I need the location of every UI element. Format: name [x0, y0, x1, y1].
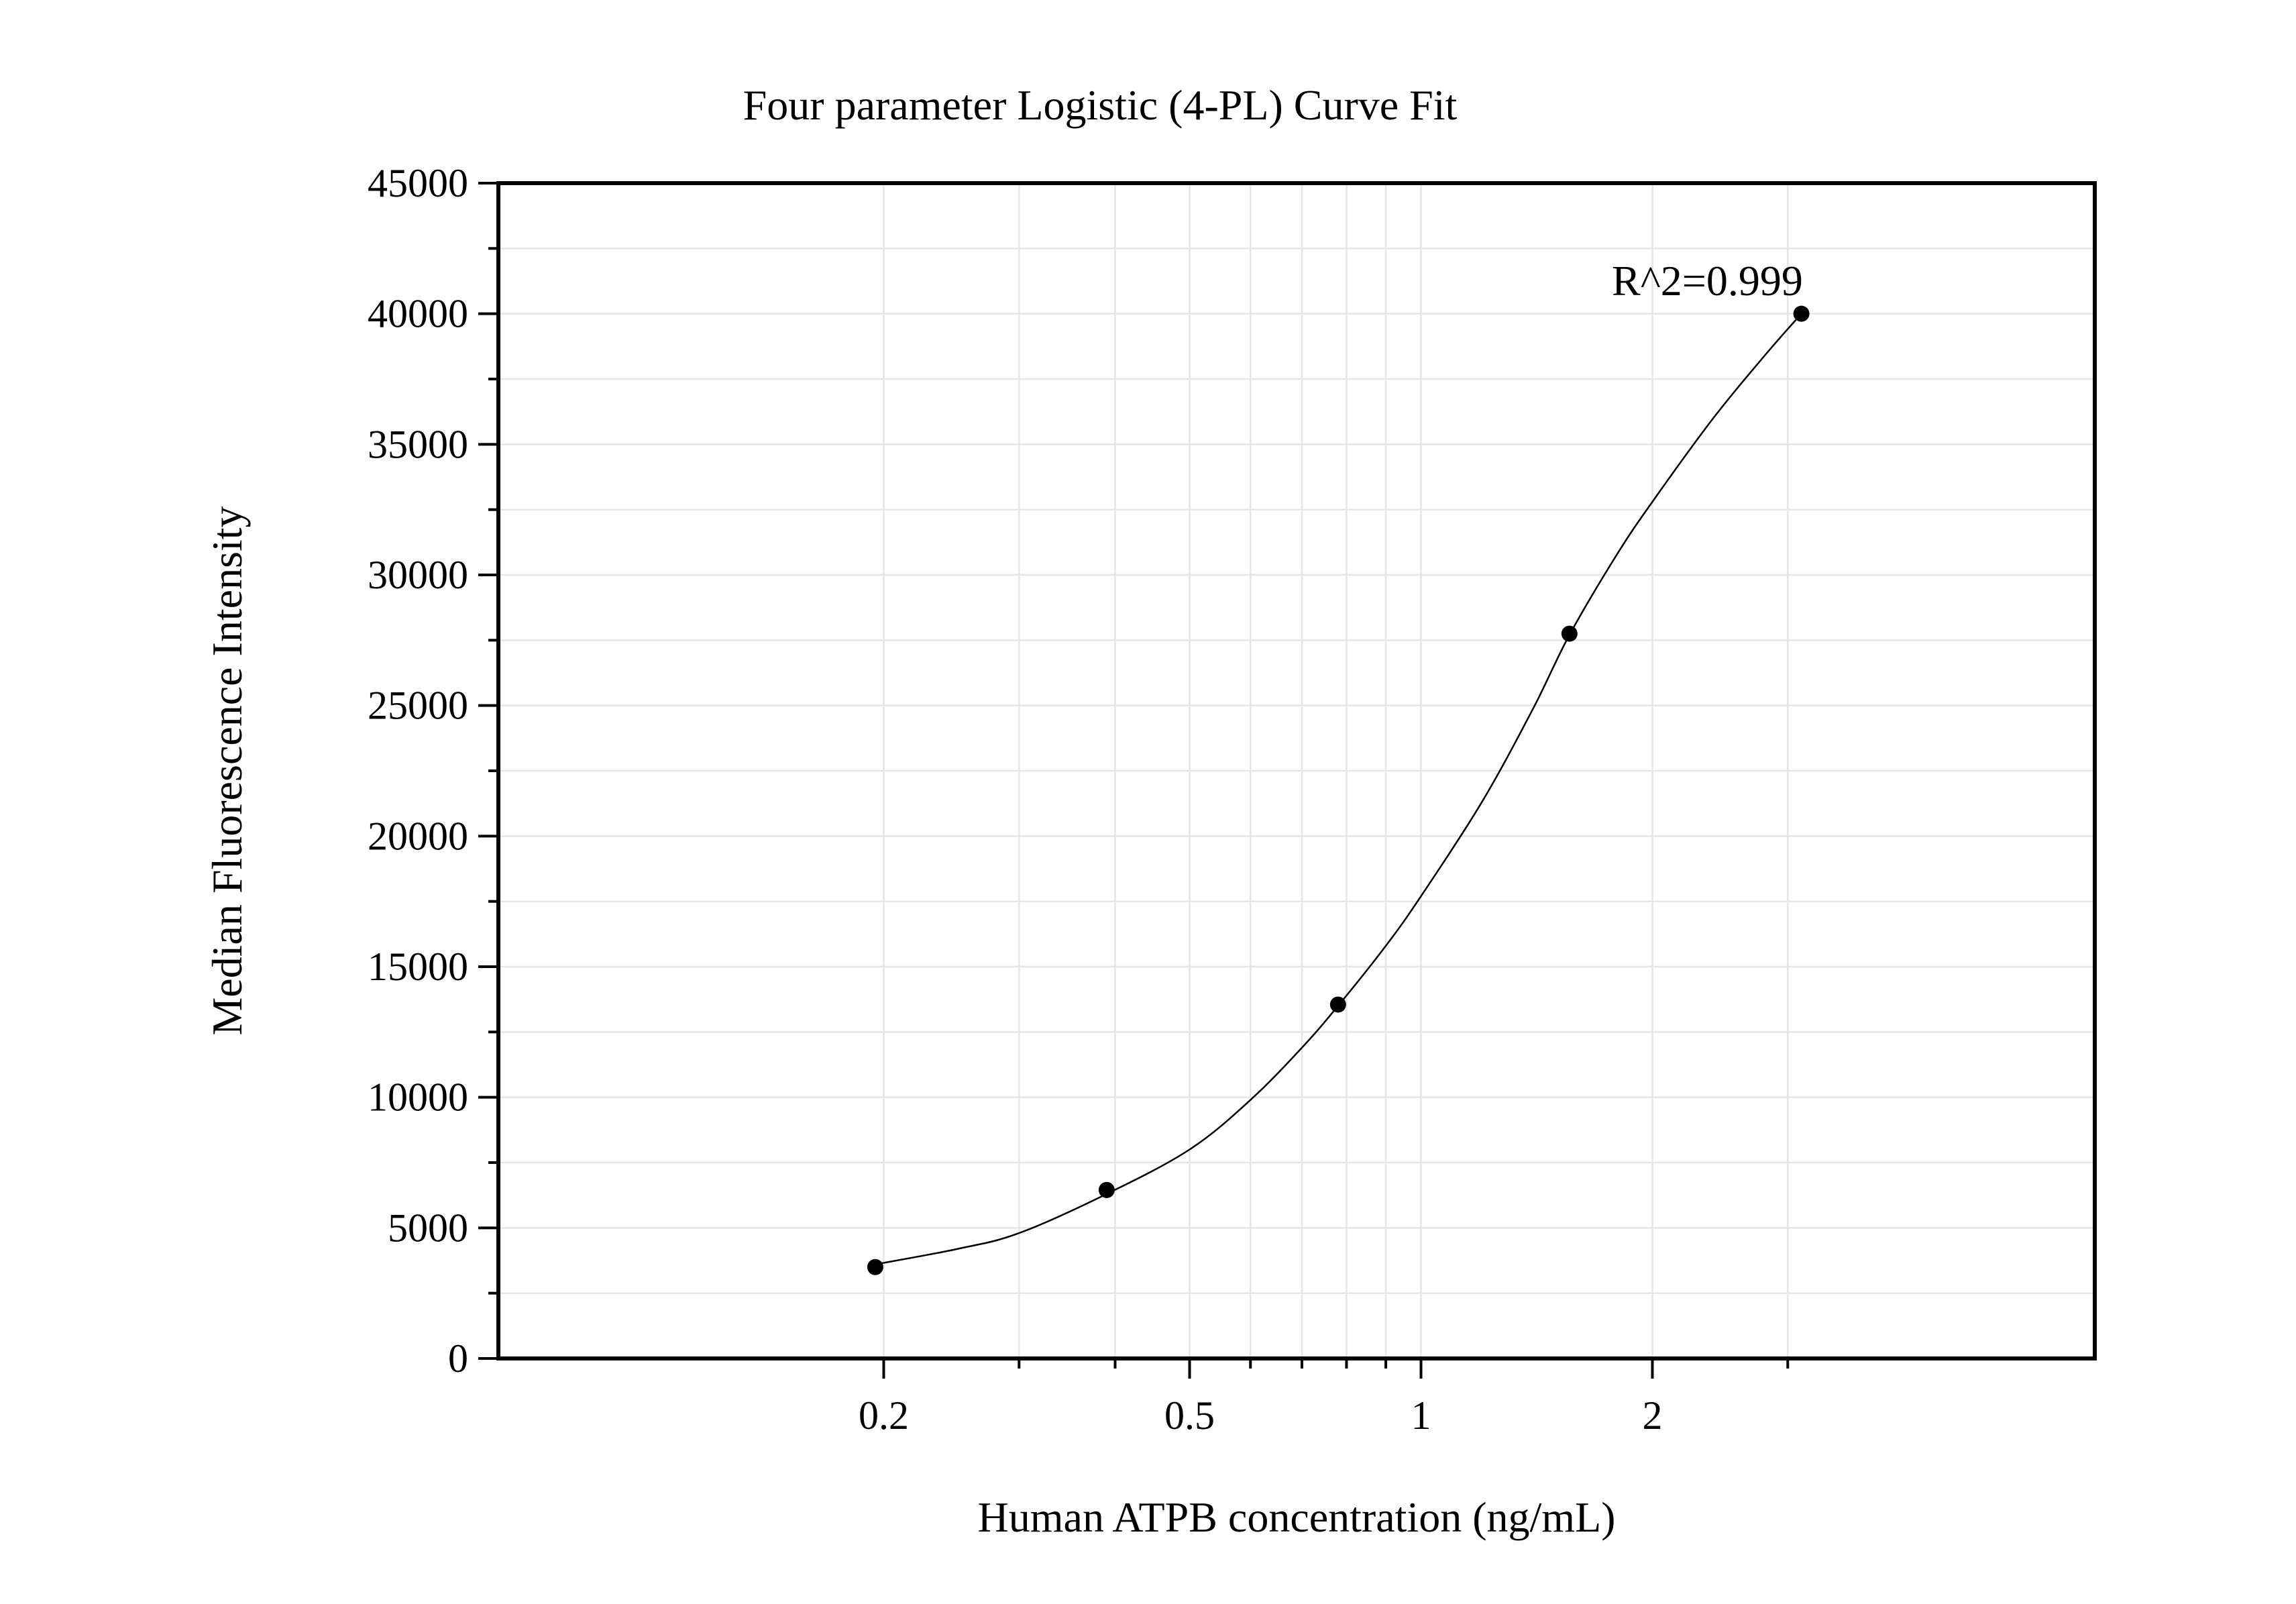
- y-tick-label: 45000: [368, 161, 468, 205]
- chart-title: Four parameter Logistic (4-PL) Curve Fit: [743, 81, 1458, 129]
- fit-curve: [875, 313, 1802, 1266]
- y-tick-label: 40000: [368, 292, 468, 336]
- y-tick-label: 5000: [388, 1206, 468, 1250]
- data-points: [867, 305, 1810, 1275]
- x-tick-label: 2: [1642, 1393, 1662, 1438]
- y-tick-label: 25000: [368, 684, 468, 728]
- axis-ticks: [478, 182, 1790, 1379]
- r-squared-annotation: R^2=0.999: [1612, 257, 1803, 305]
- data-point: [1793, 305, 1810, 322]
- x-tick-label: 1: [1411, 1393, 1431, 1438]
- y-tick-label: 15000: [368, 945, 468, 989]
- data-point: [867, 1259, 883, 1275]
- x-tick-label: 0.5: [1164, 1393, 1215, 1438]
- y-tick-labels: 0 5000 10000 15000 20000 25000 30000 35000 40000…: [368, 161, 468, 1381]
- y-tick-label: 35000: [368, 422, 468, 466]
- x-tick-labels: 0.2 0.5 1 2: [859, 1393, 1663, 1438]
- y-tick-label: 0: [448, 1336, 468, 1381]
- y-tick-label: 10000: [368, 1075, 468, 1120]
- grid: [498, 183, 2095, 1358]
- y-tick-label: 30000: [368, 553, 468, 597]
- data-point: [1329, 996, 1346, 1013]
- x-tick-label: 0.2: [859, 1393, 909, 1438]
- x-axis-title: Human ATPB concentration (ng/mL): [978, 1493, 1616, 1541]
- y-axis-title: Median Fluorescence Intensity: [203, 506, 251, 1035]
- data-point: [1561, 625, 1578, 642]
- data-point: [1098, 1181, 1115, 1198]
- y-tick-label: 20000: [368, 814, 468, 858]
